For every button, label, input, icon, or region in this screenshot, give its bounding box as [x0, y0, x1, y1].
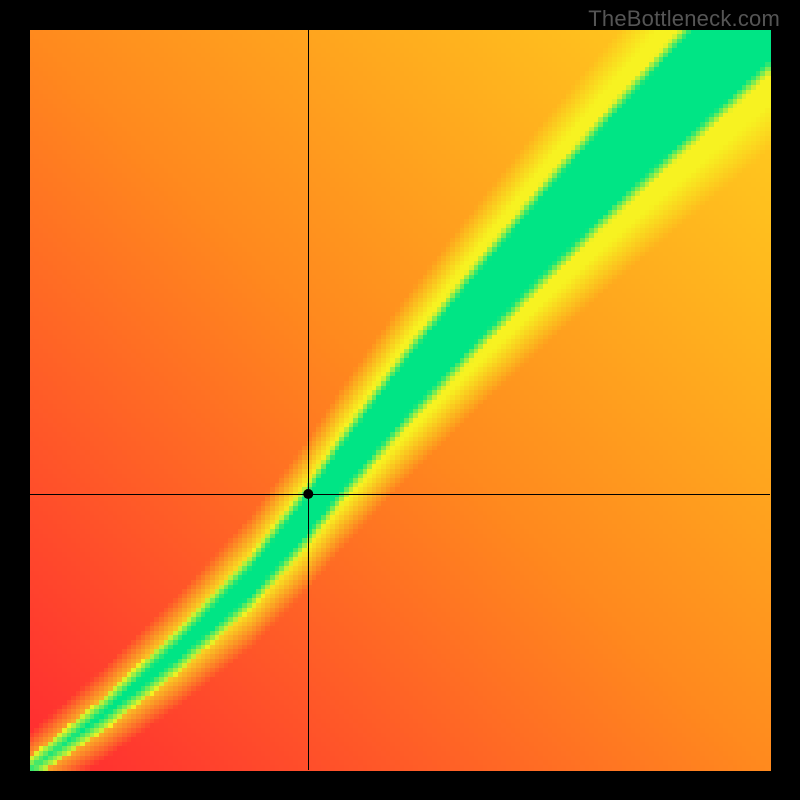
heatmap-canvas — [0, 0, 800, 800]
watermark-text: TheBottleneck.com — [588, 6, 780, 32]
bottleneck-heatmap: TheBottleneck.com — [0, 0, 800, 800]
